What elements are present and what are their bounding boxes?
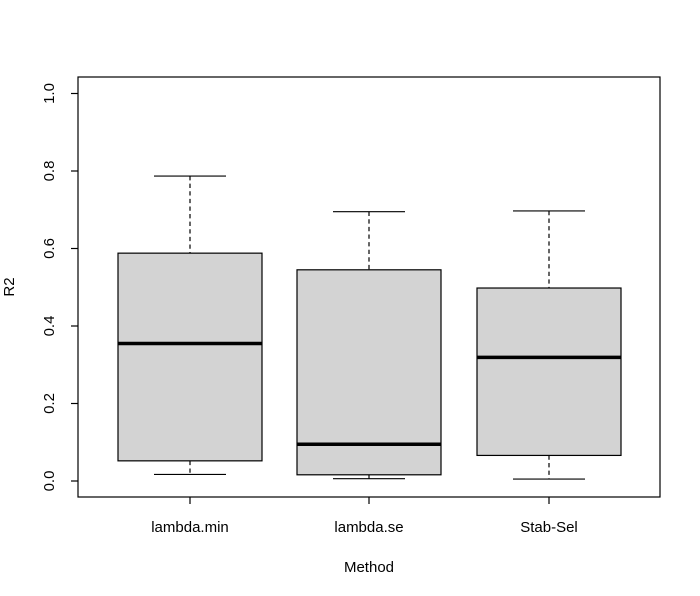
y-tick-label: 0.6 [41, 238, 58, 259]
iqr-box-3 [476, 287, 622, 457]
x-tick-label: lambda.se [334, 519, 403, 536]
plot-layer: 0.0 0.2 0.4 0.6 0.8 1.0 lambda.min lambda.se Sta… [41, 76, 661, 536]
iqr-box-1 [117, 252, 263, 462]
y-tick-label: 0.8 [41, 161, 58, 182]
y-tick-label: 1.0 [41, 83, 58, 104]
y-tick-label: 0.4 [41, 316, 58, 337]
iqr-box-2 [296, 269, 442, 476]
x-axis-title: Method [344, 559, 394, 576]
x-tick-label: Stab-Sel [520, 519, 578, 536]
y-tick-label: 0.2 [41, 393, 58, 414]
x-tick-label: lambda.min [151, 519, 229, 536]
y-tick-label: 0.0 [41, 471, 58, 492]
y-axis-title: R2 [1, 277, 18, 296]
